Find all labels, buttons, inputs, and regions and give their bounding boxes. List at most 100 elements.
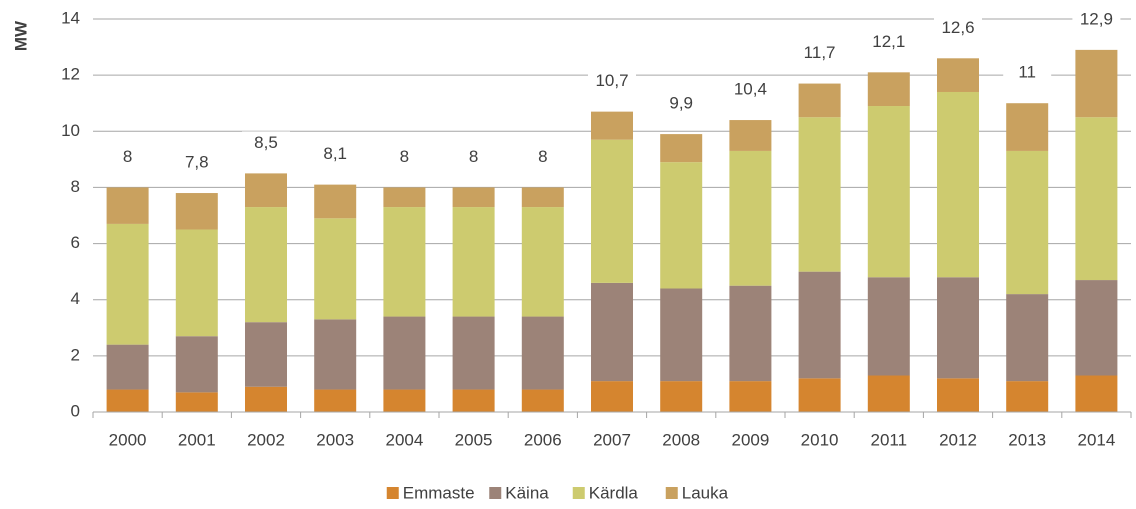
x-tick-label: 2007 — [593, 430, 631, 449]
bar-segment — [937, 58, 979, 92]
bar-segment — [798, 378, 841, 412]
bar-segment — [1075, 280, 1118, 376]
total-label: 12,1 — [872, 32, 905, 51]
bar-segment — [1006, 150, 1049, 295]
legend-swatch — [489, 487, 502, 499]
label-bg — [588, 69, 636, 94]
bar-segment — [314, 218, 357, 320]
bar-segment — [245, 386, 287, 412]
bar-segment — [937, 378, 979, 412]
y-tick-label: 10 — [61, 121, 80, 140]
bar-segment — [175, 193, 218, 230]
bar-segment — [175, 336, 218, 393]
bar-segment — [383, 316, 426, 390]
label-bg — [449, 145, 498, 170]
legend-label: Emmaste — [403, 483, 475, 502]
x-tick-label: 2001 — [178, 430, 216, 449]
legend-label: Kärdla — [589, 483, 639, 502]
bar-segment — [798, 271, 841, 379]
bar-segment — [729, 381, 772, 412]
total-label: 11 — [1018, 63, 1036, 82]
label-bg — [934, 16, 982, 41]
bar-segment — [867, 72, 910, 107]
legend-swatch — [572, 487, 585, 499]
total-label: 8,1 — [323, 144, 347, 163]
bar-segment — [314, 184, 357, 219]
x-tick-label: 2004 — [385, 430, 423, 449]
bar-segment — [1006, 294, 1049, 382]
bar-segment — [452, 316, 495, 390]
bar-segment — [591, 139, 633, 283]
bar-segment — [867, 277, 910, 376]
total-label: 9,9 — [669, 94, 693, 113]
bar-segment — [729, 120, 772, 151]
y-tick-label: 6 — [71, 233, 80, 252]
label-bg — [1072, 7, 1121, 32]
y-tick-label: 12 — [61, 65, 80, 84]
bar-segment — [452, 389, 495, 412]
bar-segment — [106, 223, 149, 345]
y-axis-title: MW — [11, 20, 30, 51]
x-tick-label: 2012 — [939, 430, 977, 449]
total-label: 8,5 — [254, 133, 278, 152]
x-tick-label: 2008 — [662, 430, 700, 449]
bar-segment — [521, 389, 564, 412]
bar-segment — [314, 319, 357, 390]
bar-segment — [1006, 103, 1049, 151]
label-bg — [657, 92, 706, 117]
bar-segment — [452, 207, 495, 317]
label-bg — [726, 78, 775, 103]
bar-segment — [383, 187, 426, 208]
x-tick-label: 2000 — [109, 430, 147, 449]
label-bg — [172, 151, 221, 176]
y-tick-label: 14 — [61, 8, 80, 27]
bar-segment — [1075, 49, 1118, 118]
total-label: 12,6 — [941, 18, 974, 37]
label-bg — [103, 145, 152, 170]
x-tick-label: 2003 — [316, 430, 354, 449]
bar-segment — [660, 288, 703, 382]
legend-swatch — [665, 487, 678, 499]
bar-segment — [106, 187, 149, 224]
label-bg — [518, 145, 567, 170]
bar-segment — [867, 375, 910, 412]
x-tick-label: 2014 — [1077, 430, 1115, 449]
total-label: 11,7 — [804, 43, 836, 62]
bar-segment — [937, 91, 979, 278]
label-bg — [380, 145, 429, 170]
x-tick-label: 2011 — [871, 430, 908, 449]
label-bg — [864, 30, 913, 55]
label-bg — [795, 41, 844, 66]
legend-swatch — [386, 487, 399, 499]
x-tick-label: 2010 — [801, 430, 839, 449]
bar-segment — [452, 187, 495, 208]
total-label: 8 — [538, 147, 547, 166]
total-label: 8 — [400, 147, 409, 166]
bar-segment — [798, 83, 841, 118]
bar-segment — [175, 229, 218, 337]
total-label: 8 — [123, 147, 132, 166]
x-tick-label: 2005 — [455, 430, 493, 449]
legend-label: Käina — [505, 483, 549, 502]
x-tick-label: 2013 — [1008, 430, 1046, 449]
bar-segment — [660, 381, 703, 412]
bar-segment — [591, 111, 633, 140]
x-tick-label: 2009 — [731, 430, 769, 449]
bar-segment — [245, 173, 287, 208]
bar-segment — [1075, 117, 1118, 281]
bar-segment — [867, 106, 910, 278]
label-bg — [1003, 61, 1052, 86]
total-label: 7,8 — [185, 153, 209, 172]
bar-segment — [1075, 375, 1118, 412]
bar-segment — [245, 207, 287, 323]
bar-segment — [591, 381, 633, 412]
bar-segment — [937, 277, 979, 379]
bar-segment — [521, 316, 564, 390]
legend-label: Lauka — [682, 483, 729, 502]
y-tick-label: 2 — [71, 345, 80, 364]
label-bg — [242, 131, 290, 156]
bar-segment — [591, 282, 633, 382]
bar-segment — [106, 389, 149, 412]
bar-segment — [521, 187, 564, 208]
